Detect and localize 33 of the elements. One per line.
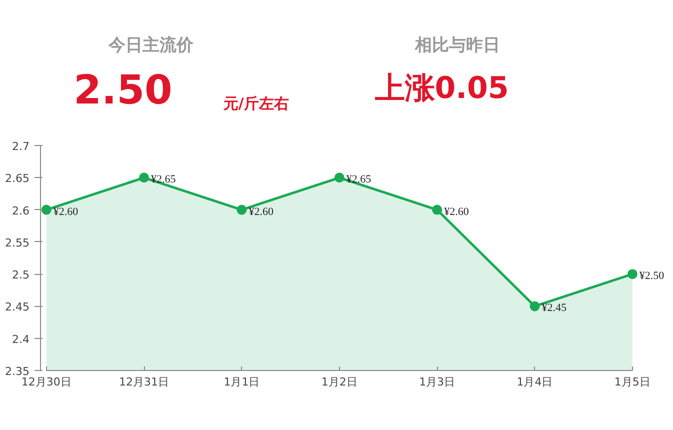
text: 相比与昨日 — [414, 36, 500, 56]
point — [432, 204, 442, 215]
y-tick-label: 2.45 — [5, 300, 30, 314]
text: 元/斤左右 — [222, 94, 289, 112]
text: 2.50 — [74, 68, 172, 114]
x-tick-label: 1月3日 — [419, 376, 456, 388]
y-tick-label: 2.55 — [5, 236, 30, 250]
data-label: ¥2.60 — [248, 206, 274, 218]
x-tick-label: 1月1日 — [224, 376, 260, 388]
data-label: ¥2.50 — [639, 270, 665, 282]
point — [236, 204, 247, 215]
point — [530, 301, 540, 312]
data-label: ¥2.65 — [151, 174, 176, 186]
x-tick-label: 12月30日 — [21, 376, 72, 388]
x-tick-label: 1月5日 — [614, 376, 650, 388]
y-tick-label: 2.6 — [12, 204, 30, 218]
x-tick-label: 1月4日 — [516, 376, 553, 388]
text: 今日主流价 — [108, 36, 195, 56]
data-label: ¥2.60 — [444, 206, 470, 218]
text: 上涨0.05 — [374, 71, 509, 106]
data-label: ¥2.45 — [542, 302, 567, 314]
y-tick-label: 2.65 — [5, 172, 30, 186]
data-label: ¥2.60 — [53, 206, 79, 218]
x-tick-label: 12月31日 — [119, 376, 170, 388]
y-tick-label: 2.35 — [5, 365, 30, 378]
y-tick-label: 2.4 — [12, 332, 30, 346]
x-tick-label: 1月2日 — [321, 376, 358, 388]
y-tick-label: 2.5 — [12, 268, 30, 282]
data-label: ¥2.65 — [346, 174, 372, 186]
point — [41, 204, 52, 215]
y-tick-label: 2.7 — [12, 140, 30, 153]
point — [334, 172, 344, 183]
point — [139, 172, 150, 183]
